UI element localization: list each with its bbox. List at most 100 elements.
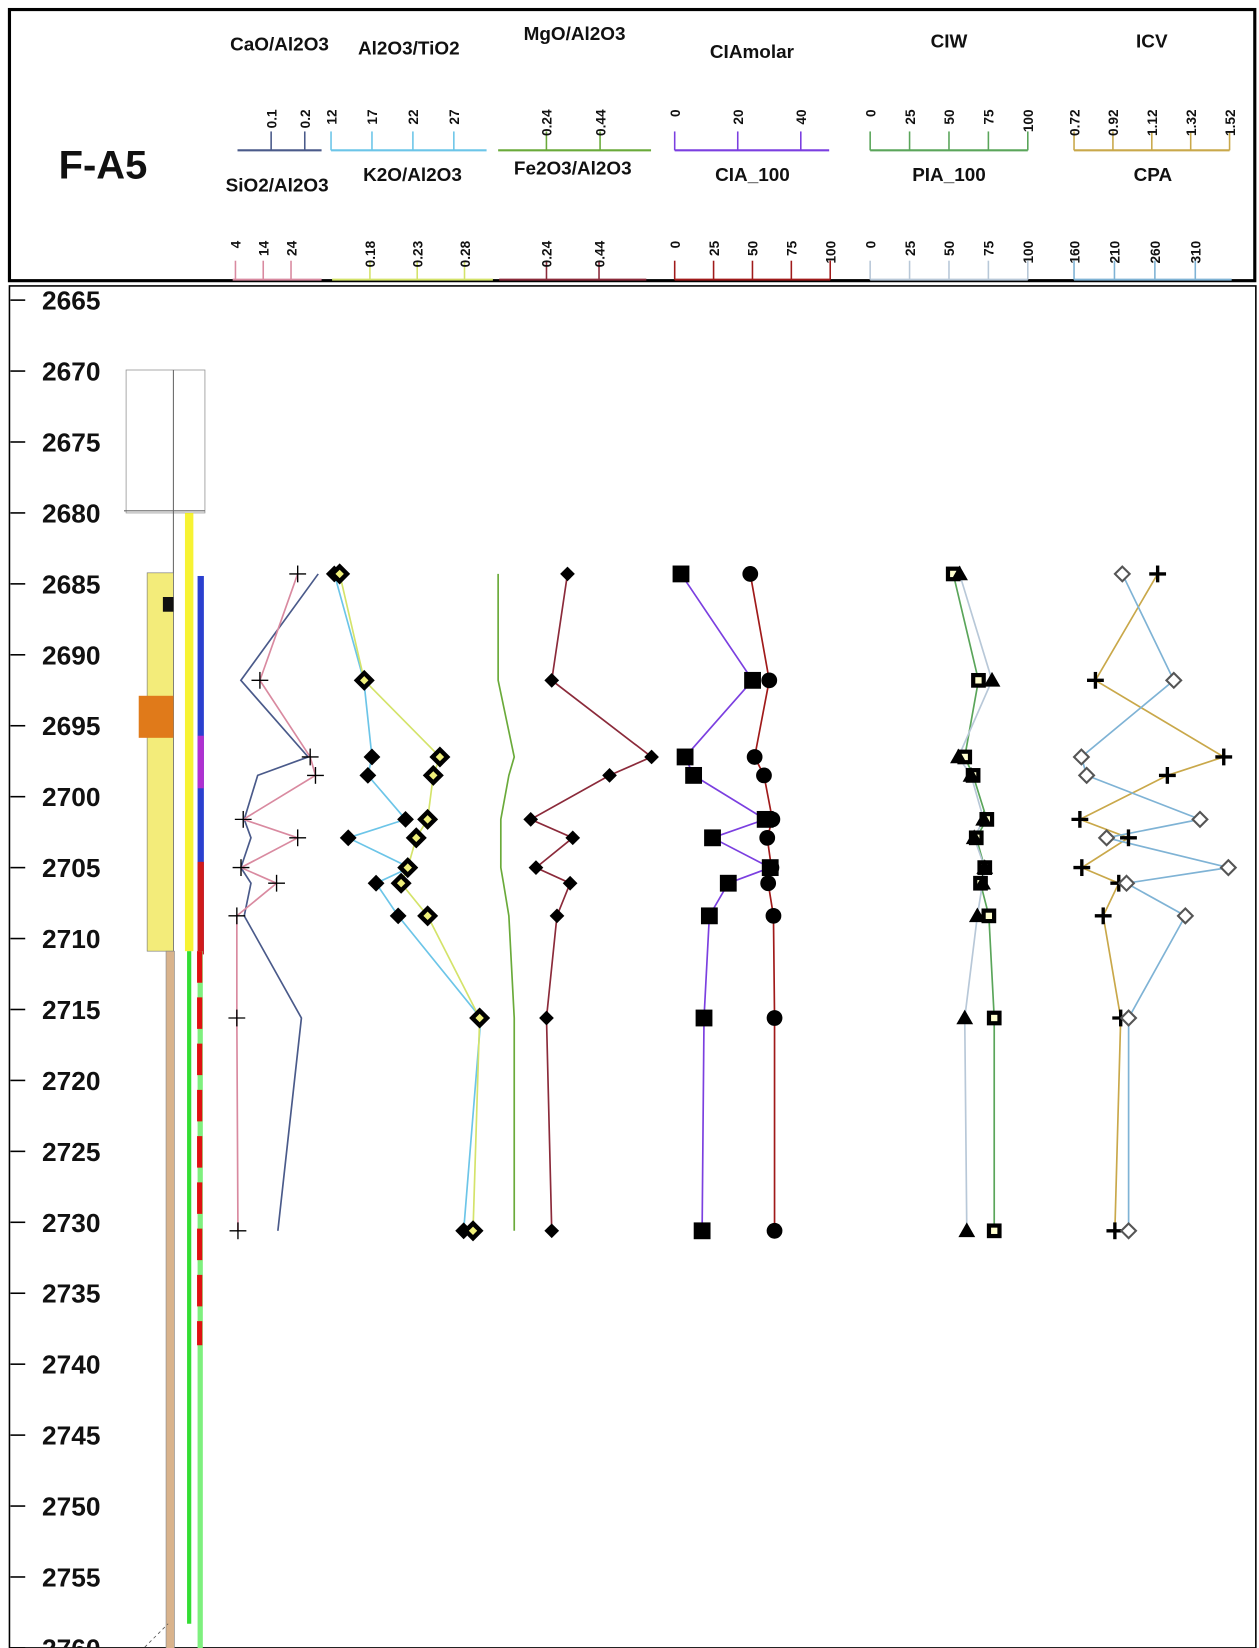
data-point [700, 907, 718, 925]
x-tick-label: 14 [256, 240, 271, 256]
data-point [1158, 766, 1176, 784]
marker-part [1164, 671, 1183, 690]
marker-part [976, 859, 994, 874]
data-point [1094, 907, 1112, 925]
data-point [975, 810, 993, 826]
marker-part [339, 829, 357, 847]
x-tick-label: 160 [1067, 240, 1082, 263]
y-tick-label: 2725 [42, 1137, 100, 1167]
data-point [742, 566, 759, 582]
data-point [339, 829, 357, 847]
x-tick-label: 0.24 [540, 240, 555, 267]
marker-part [397, 810, 414, 828]
marker-part [950, 570, 957, 578]
data-point [981, 908, 997, 924]
y-tick-label: 2735 [42, 1279, 100, 1309]
data-point [956, 1009, 974, 1025]
marker-part [983, 671, 1001, 687]
x-tick-label: 0.1 [264, 109, 279, 128]
data-point [950, 748, 967, 764]
marker-part [363, 748, 381, 766]
x-tick-label: 100 [823, 240, 838, 263]
data-point [760, 875, 777, 892]
y-tick-label: 2720 [42, 1066, 100, 1096]
log-track [187, 951, 192, 1624]
marker-part [644, 749, 659, 765]
data-point [746, 749, 763, 765]
x-tick-label: 1.12 [1145, 109, 1160, 136]
marker-part [1113, 565, 1132, 583]
x-tick-label: 0.18 [363, 240, 378, 267]
lithology-coal [162, 597, 174, 612]
marker-part [562, 875, 578, 891]
x-tick-label: 0.72 [1067, 109, 1082, 136]
y-tick-label: 2750 [42, 1492, 100, 1522]
marker-part [1097, 828, 1116, 847]
marker-part [746, 749, 763, 765]
marker-part [951, 565, 968, 581]
lithology-sand [146, 572, 174, 952]
data-point [685, 766, 703, 784]
marker-part [991, 1227, 998, 1234]
well-title: F-A5 [59, 144, 148, 188]
marker-part [359, 766, 377, 784]
log-track [197, 861, 204, 955]
data-point [763, 859, 780, 876]
y-tick-label: 2740 [42, 1350, 100, 1380]
data-point [544, 672, 560, 688]
marker-part [539, 1010, 554, 1026]
marker-part [760, 875, 777, 892]
y-tick-label: 2665 [42, 286, 100, 316]
marker-part [950, 748, 967, 764]
data-point [1176, 907, 1195, 925]
marker-part [764, 811, 781, 828]
marker-part [544, 672, 560, 688]
series-line [497, 573, 516, 1231]
x-tick-label: 25 [903, 109, 918, 125]
y-tick-label: 2685 [42, 569, 100, 599]
lithology-gap [143, 1623, 169, 1648]
marker-part [719, 874, 737, 892]
data-point [693, 1222, 711, 1240]
marker-part [693, 1222, 711, 1240]
marker-part [1072, 748, 1091, 766]
data-point [958, 1222, 976, 1238]
marker-part [1219, 858, 1238, 877]
data-point [759, 829, 776, 846]
marker-part [704, 829, 721, 847]
data-point [1191, 810, 1209, 829]
data-point [1119, 1009, 1138, 1027]
data-point [602, 768, 617, 783]
marker-part [1117, 874, 1136, 893]
x-tick-label: 75 [982, 109, 997, 125]
data-point [1113, 565, 1132, 583]
data-point [389, 907, 407, 925]
marker-part [974, 874, 991, 890]
x-tick-label: 12 [324, 109, 339, 125]
data-point [560, 566, 575, 582]
data-point [965, 829, 983, 845]
data-point [268, 874, 285, 892]
data-point [417, 808, 439, 830]
axis-title: PIA_100 [912, 165, 986, 186]
marker-part [756, 767, 772, 784]
x-tick-label: 75 [982, 240, 997, 256]
x-tick-label: 100 [1021, 109, 1036, 132]
data-point [301, 748, 319, 766]
data-point [289, 829, 307, 847]
y-tick-label: 2705 [42, 853, 100, 883]
x-tick-label: 210 [1108, 240, 1123, 263]
marker-part [1119, 1221, 1138, 1240]
data-point [232, 859, 250, 877]
lithology-column [124, 369, 206, 1648]
marker-part [761, 672, 778, 689]
marker-part [429, 771, 438, 780]
x-tick-label: 0.44 [592, 240, 607, 267]
data-point [1087, 671, 1104, 689]
data-point [764, 811, 781, 828]
data-point [565, 830, 581, 846]
data-point [228, 907, 246, 925]
data-point [719, 874, 737, 892]
data-point [676, 748, 694, 766]
